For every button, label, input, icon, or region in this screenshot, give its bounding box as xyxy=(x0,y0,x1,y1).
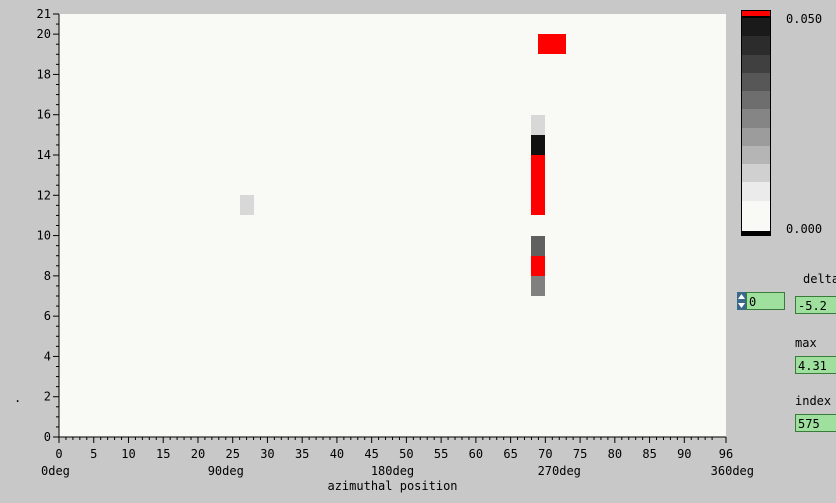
y-tick-label: 2 xyxy=(44,390,51,404)
max-field[interactable]: 4.31 xyxy=(795,356,836,374)
x-tick-label: 96 xyxy=(719,447,733,461)
x-tick-label: 75 xyxy=(573,447,587,461)
x-tick-label: 25 xyxy=(225,447,239,461)
y-tick-label: 6 xyxy=(44,309,51,323)
heatmap-cell xyxy=(531,155,546,216)
heatmap-plot-area[interactable] xyxy=(59,14,726,437)
max-label: max xyxy=(795,336,817,350)
colorbar-baseline xyxy=(742,228,770,231)
y-tick-label: 18 xyxy=(37,67,51,81)
y-tick-label: 14 xyxy=(37,148,51,162)
delta-label: delta xyxy=(803,272,836,286)
spinner-up-down-icon xyxy=(738,294,745,308)
heatmap-cell xyxy=(531,134,546,155)
colorbar-swatch xyxy=(742,182,770,201)
y-tick-label: 0 xyxy=(44,430,51,444)
y-tick-label: 12 xyxy=(37,188,51,202)
x-tick-label: 20 xyxy=(191,447,205,461)
heatmap-cell xyxy=(538,34,567,55)
y-tick-label: 21 xyxy=(37,7,51,21)
x-tick-label: 45 xyxy=(364,447,378,461)
index-spinner-input[interactable]: 0 xyxy=(746,292,785,310)
colorbar-swatch xyxy=(742,127,770,146)
x-tick-label: 60 xyxy=(469,447,483,461)
heatmap-cell xyxy=(531,235,546,256)
spinner-arrows-icon[interactable] xyxy=(737,292,746,310)
x-tick-label: 85 xyxy=(642,447,656,461)
x-degree-label: 90deg xyxy=(208,464,244,478)
colorbar-swatch xyxy=(742,145,770,165)
x-degree-label: 270deg xyxy=(538,464,581,478)
index-spinner[interactable]: 0 xyxy=(737,291,785,311)
colorbar-swatch xyxy=(742,11,770,16)
colorbar-swatch xyxy=(742,18,770,37)
colorbar-swatch xyxy=(742,72,770,92)
x-tick-label: 35 xyxy=(295,447,309,461)
x-degree-label: 0deg xyxy=(41,464,70,478)
x-tick-label: 50 xyxy=(399,447,413,461)
delta-field[interactable]: -5.2 xyxy=(795,296,836,314)
x-degree-label: 360deg xyxy=(711,464,754,478)
colorbar-swatch xyxy=(742,200,770,229)
x-tick-label: 5 xyxy=(90,447,97,461)
y-tick-label: 10 xyxy=(37,229,51,243)
y-tick-label: 8 xyxy=(44,269,51,283)
x-tick-label: 10 xyxy=(121,447,135,461)
colorbar-swatch xyxy=(742,36,770,55)
x-tick-label: 0 xyxy=(55,447,62,461)
y-tick-label: 20 xyxy=(37,27,51,41)
colorbar xyxy=(741,10,771,236)
x-tick-label: 65 xyxy=(503,447,517,461)
y-tick-label: 16 xyxy=(37,108,51,122)
y-tick-label: 4 xyxy=(44,349,51,363)
heatmap-cell xyxy=(531,255,546,276)
colorbar-swatch xyxy=(742,91,770,110)
side-mark: . xyxy=(14,391,22,405)
x-tick-label: 15 xyxy=(156,447,170,461)
colorbar-min-label: 0.000 xyxy=(786,222,823,236)
heatmap-cell xyxy=(531,114,546,135)
x-degree-label: 180deg xyxy=(371,464,414,478)
x-tick-label: 80 xyxy=(608,447,622,461)
x-tick-label: 90 xyxy=(677,447,691,461)
colorbar-swatch xyxy=(742,54,770,73)
x-axis-title: azimuthal position xyxy=(327,479,457,493)
heatmap-cell xyxy=(239,195,254,216)
x-tick-label: 70 xyxy=(538,447,552,461)
x-tick-label: 40 xyxy=(330,447,344,461)
colorbar-swatch xyxy=(742,164,770,183)
index-field[interactable]: 575 xyxy=(795,414,836,432)
colorbar-max-label: 0.050 xyxy=(786,12,823,26)
x-tick-label: 30 xyxy=(260,447,274,461)
heatmap-cell xyxy=(531,275,546,296)
index-label: index xyxy=(795,394,832,408)
colorbar-swatch xyxy=(742,109,770,128)
x-tick-label: 55 xyxy=(434,447,448,461)
